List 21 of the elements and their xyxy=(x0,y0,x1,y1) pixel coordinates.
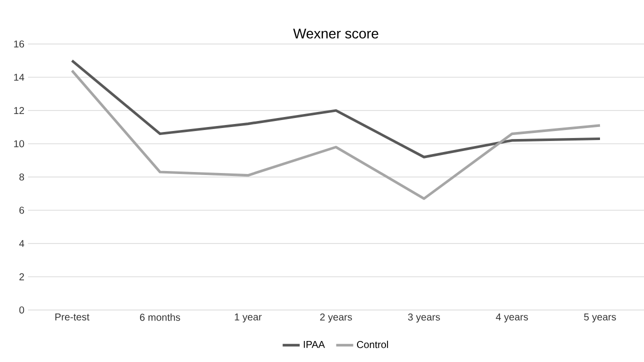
x-tick-label: 3 years xyxy=(408,314,440,323)
y-tick-label: 14 xyxy=(14,74,24,81)
y-tick-label: 10 xyxy=(14,140,24,148)
x-tick-label: Pre-test xyxy=(55,314,90,320)
chart-title: Wexner score xyxy=(293,28,378,38)
y-tick-label: 6 xyxy=(19,206,24,214)
legend-label: Control xyxy=(357,340,388,348)
x-tick-label: 4 years xyxy=(496,314,528,322)
x-tick-label: 5 years xyxy=(584,314,616,322)
y-tick-label: 2 xyxy=(19,273,24,280)
line-series xyxy=(70,69,602,200)
line-series xyxy=(70,59,602,158)
x-tick-label: 6 months xyxy=(140,314,180,321)
y-tick-label: 12 xyxy=(14,107,24,114)
x-tick-label: 2 years xyxy=(320,314,352,323)
y-tick-label: 4 xyxy=(19,240,24,247)
y-tick-label: 16 xyxy=(14,40,24,48)
x-tick-label: 1 year xyxy=(234,314,262,322)
legend-label: IPAA xyxy=(304,340,325,348)
y-tick-label: 0 xyxy=(19,306,24,314)
y-tick-label: 8 xyxy=(19,173,24,181)
